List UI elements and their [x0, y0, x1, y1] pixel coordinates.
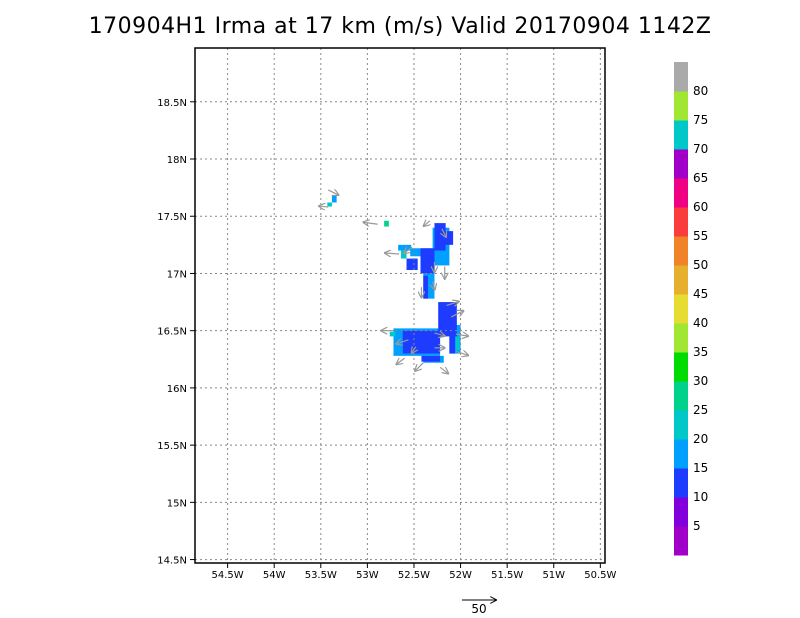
colorbar-label: 35 — [693, 345, 708, 359]
wind-cell — [443, 231, 454, 245]
x-tick-label: 52W — [449, 570, 472, 581]
wind-cell — [327, 202, 332, 207]
x-tick-label: 53W — [356, 570, 379, 581]
x-tick-label: 52.5W — [398, 570, 430, 581]
wind-vector — [439, 366, 448, 373]
wind-vector — [434, 333, 444, 336]
wind-vector — [404, 246, 413, 253]
colorbar-swatch — [674, 352, 688, 382]
wind-vectors — [319, 190, 468, 373]
wind-vector — [415, 362, 424, 371]
wind-vector — [455, 334, 468, 336]
colorbar-label: 10 — [693, 490, 708, 504]
wind-vector — [397, 357, 406, 364]
colorbar-swatch — [674, 381, 688, 411]
wind-vector — [396, 340, 409, 344]
y-tick-label: 16N — [167, 384, 187, 395]
colorbar-label: 75 — [693, 113, 708, 127]
x-axis-ticks: 54.5W 54W 53.5W 53W 52.5W 52W 51.5W 51W 50.5W — [212, 563, 617, 581]
x-tick-label: 54W — [263, 570, 286, 581]
reference-vector: 50 — [462, 600, 496, 616]
colorbar-swatch — [674, 120, 688, 150]
colorbar-label: 80 — [693, 84, 708, 98]
wind-cell — [402, 330, 441, 354]
wind-cell — [438, 302, 457, 337]
colorbar-label: 60 — [693, 200, 708, 214]
wind-vector — [455, 351, 468, 355]
wind-cell — [384, 220, 389, 227]
wind-cell — [455, 336, 460, 351]
wind-vector — [364, 222, 378, 224]
colorbar-swatch — [674, 207, 688, 237]
colorbar-label: 55 — [693, 229, 708, 243]
wind-vector — [385, 253, 400, 254]
colorbar-label: 50 — [693, 258, 708, 272]
colorbar-label: 5 — [693, 519, 701, 533]
colorbar-label: 40 — [693, 316, 708, 330]
wind-vector — [424, 221, 430, 226]
colorbar-swatch — [674, 178, 688, 208]
x-tick-label: 51.5W — [491, 570, 523, 581]
wind-vector — [442, 228, 446, 237]
wind-vector — [433, 281, 435, 289]
chart-title: 170904H1 Irma at 17 km (m/s) Valid 20170… — [88, 14, 712, 39]
wind-cell — [406, 258, 418, 271]
plot-frame — [194, 47, 606, 564]
wind-vector — [450, 311, 463, 318]
wind-vector — [446, 302, 459, 306]
colorbar-swatch — [674, 294, 688, 324]
reference-vector-label: 50 — [471, 602, 486, 616]
x-tick-label: 53.5W — [305, 570, 337, 581]
x-tick-label: 51W — [542, 570, 565, 581]
colorbar-swatch — [674, 149, 688, 179]
wind-cell — [331, 195, 337, 203]
wind-field — [327, 195, 461, 363]
y-tick-label: 14.5N — [157, 556, 187, 567]
colorbar-label: 25 — [693, 403, 708, 417]
y-tick-label: 16.5N — [157, 327, 187, 338]
colorbar: 5 10 15 20 25 30 35 40 45 50 55 60 65 70 75 80 — [674, 62, 708, 556]
y-tick-label: 18.5N — [157, 98, 187, 109]
colorbar-swatch — [674, 526, 688, 556]
grid-lines — [195, 48, 605, 563]
wind-vector — [327, 190, 338, 195]
y-tick-label: 15.5N — [157, 441, 187, 452]
colorbar-swatch — [674, 62, 688, 92]
x-tick-label: 54.5W — [212, 570, 244, 581]
colorbar-swatch — [674, 468, 688, 498]
colorbar-swatch — [674, 410, 688, 440]
y-tick-label: 17N — [167, 269, 187, 280]
wind-cell — [423, 275, 428, 299]
colorbar-label: 70 — [693, 142, 708, 156]
y-tick-label: 17.5N — [157, 212, 187, 223]
y-tick-label: 15N — [167, 498, 187, 509]
colorbar-swatch — [674, 236, 688, 266]
x-tick-label: 50.5W — [584, 570, 616, 581]
y-tick-label: 18N — [167, 155, 187, 166]
colorbar-label: 65 — [693, 171, 708, 185]
colorbar-swatch — [674, 265, 688, 295]
colorbar-label: 20 — [693, 432, 708, 446]
wind-cell — [421, 355, 441, 362]
colorbar-swatch — [674, 439, 688, 469]
wind-cell — [389, 331, 396, 337]
y-axis-ticks: 14.5N 15N 15.5N 16N 16.5N 17N 17.5N 18N 18.5N — [157, 98, 195, 567]
colorbar-label: 45 — [693, 287, 708, 301]
colorbar-swatch — [674, 497, 688, 527]
colorbar-label: 15 — [693, 461, 708, 475]
wind-vector — [319, 206, 329, 207]
wind-vector — [412, 347, 416, 353]
wind-cell — [449, 332, 455, 354]
wind-cell — [420, 248, 435, 274]
colorbar-swatch — [674, 91, 688, 121]
colorbar-swatch — [674, 323, 688, 353]
colorbar-label: 30 — [693, 374, 708, 388]
wind-cell — [423, 256, 435, 299]
